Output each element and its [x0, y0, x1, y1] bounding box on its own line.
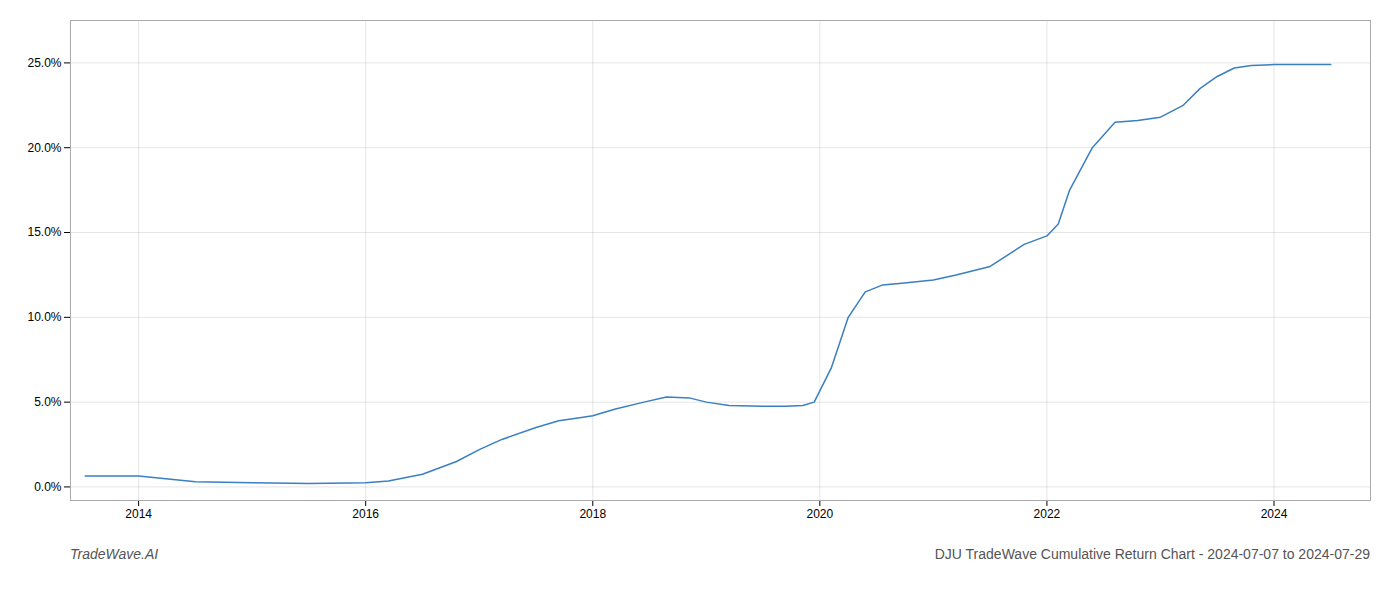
- svg-text:2016: 2016: [352, 507, 379, 521]
- svg-text:25.0%: 25.0%: [27, 56, 61, 70]
- svg-text:2014: 2014: [125, 507, 152, 521]
- svg-text:15.0%: 15.0%: [27, 225, 61, 239]
- html-text:DJU TradeWave Cumulative Retur: DJU TradeWave Cumulative Return Chart - …: [934, 546, 1370, 562]
- svg-text:20.0%: 20.0%: [27, 141, 61, 155]
- svg-text:2024: 2024: [1261, 507, 1288, 521]
- svg-text:2018: 2018: [579, 507, 606, 521]
- svg-text:5.0%: 5.0%: [34, 395, 62, 409]
- svg-text:2020: 2020: [806, 507, 833, 521]
- svg-text:0.0%: 0.0%: [34, 480, 62, 494]
- html-text:TradeWave.AI: TradeWave.AI: [70, 546, 159, 562]
- svg-text:2022: 2022: [1034, 507, 1061, 521]
- svg-text:10.0%: 10.0%: [27, 310, 61, 324]
